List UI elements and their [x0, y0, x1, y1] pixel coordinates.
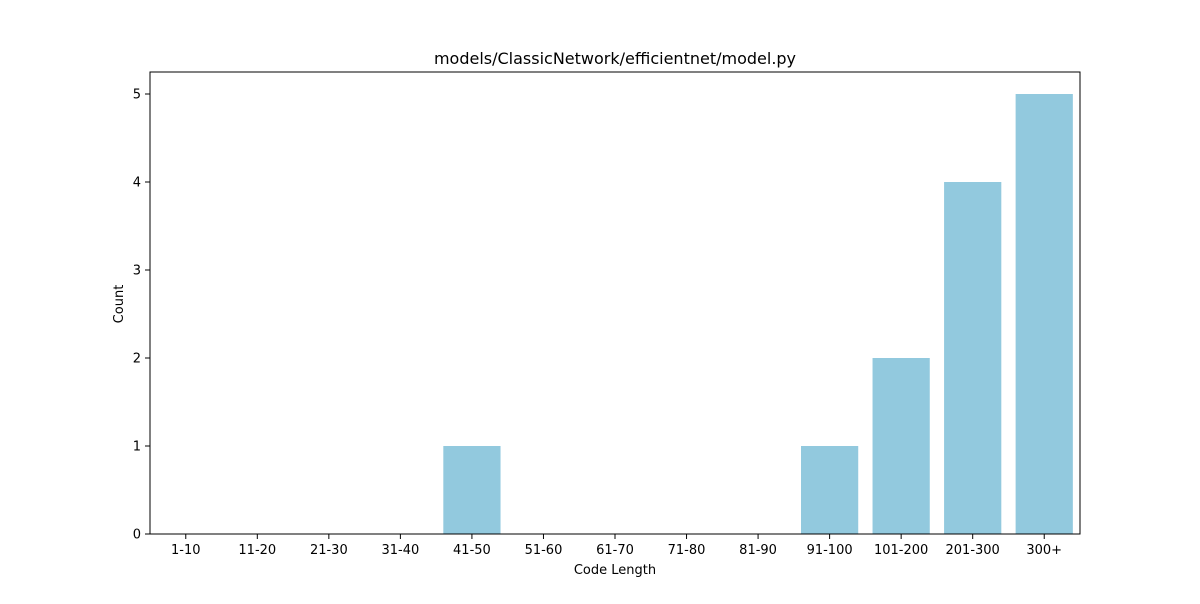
y-tick-label-4: 4 [133, 176, 141, 191]
x-tick-label-1-10: 1-10 [171, 543, 201, 558]
x-tick-label-11-20: 11-20 [238, 543, 276, 558]
x-tick-label-300+: 300+ [1026, 543, 1062, 558]
bar-41-50 [443, 446, 501, 534]
y-tick-label-3: 3 [133, 264, 141, 279]
x-tick-label-21-30: 21-30 [310, 543, 348, 558]
x-tick-label-61-70: 61-70 [596, 543, 634, 558]
bar-91-100 [801, 446, 859, 534]
x-tick-label-41-50: 41-50 [453, 543, 491, 558]
y-tick-label-2: 2 [133, 352, 141, 367]
y-axis-label: Count [112, 285, 127, 324]
chart-title: models/ClassicNetwork/efficientnet/model… [434, 49, 796, 68]
plot-area: 0 1 2 3 4 5 1-10 11-20 21-30 31-40 41-50 51-60 61-70… [133, 71, 1081, 558]
bar-300+ [1015, 94, 1073, 534]
axes-frame [149, 71, 1081, 535]
x-tick-label-201-300: 201-300 [946, 543, 1000, 558]
y-tick-label-5: 5 [133, 88, 141, 103]
y-tick-label-1: 1 [133, 440, 141, 455]
x-tick-label-101-200: 101-200 [874, 543, 928, 558]
x-tick-label-31-40: 31-40 [381, 543, 419, 558]
y-tick-label-0: 0 [133, 528, 141, 543]
x-tick-label-81-90: 81-90 [739, 543, 777, 558]
x-tick-label-71-80: 71-80 [668, 543, 706, 558]
x-axis-label: Code Length [574, 563, 656, 578]
x-tick-label-91-100: 91-100 [807, 543, 853, 558]
x-tick-label-51-60: 51-60 [525, 543, 563, 558]
bar-201-300 [944, 182, 1002, 534]
bar-101-200 [872, 358, 930, 534]
